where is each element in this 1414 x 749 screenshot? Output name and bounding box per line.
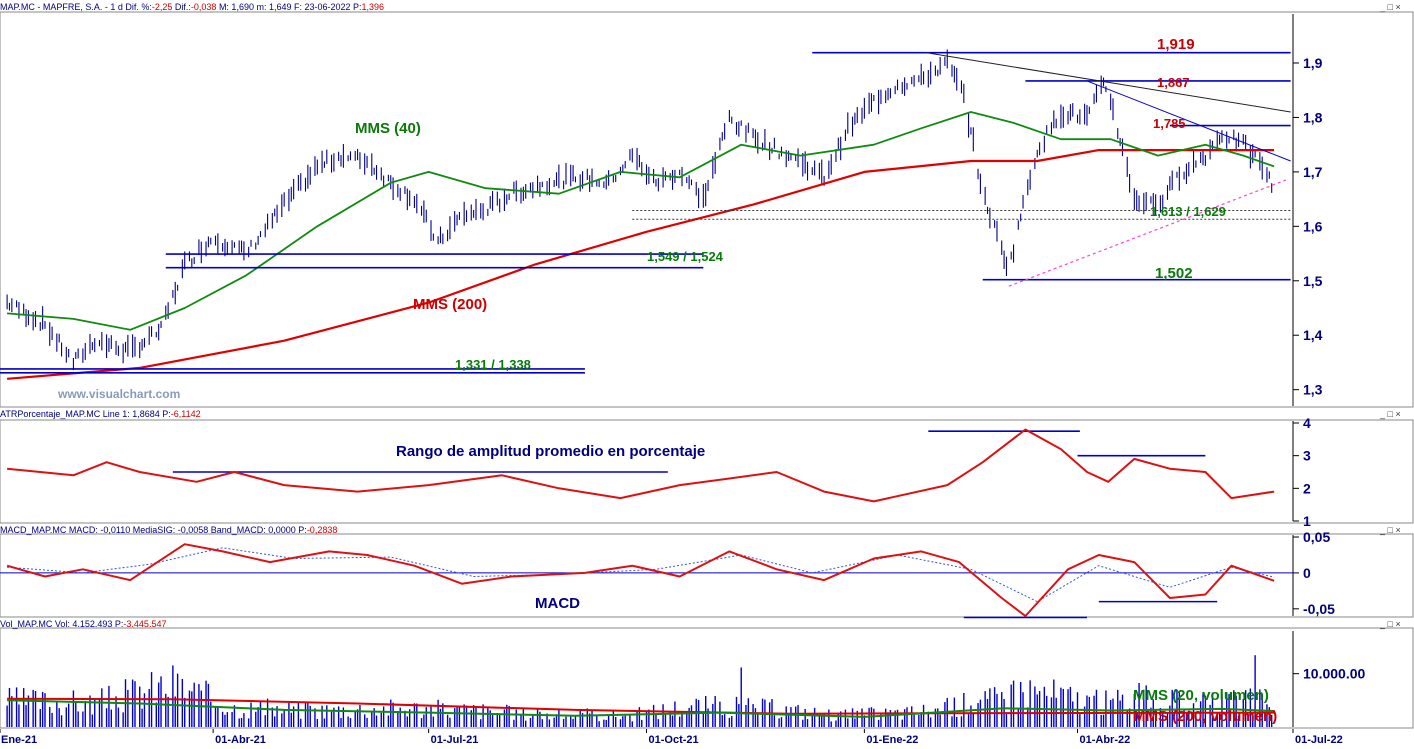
- macd-signal-line: [7, 547, 1275, 603]
- vol-mms20-line: [7, 699, 1275, 718]
- price-header-p: 1,396: [361, 2, 385, 12]
- x-tick-label: 01-Ene-22: [866, 734, 918, 744]
- macd-window-buttons[interactable]: _ □ ×: [1380, 525, 1401, 535]
- mms40-line: [7, 111, 1275, 331]
- label-1785: 1,785: [1153, 116, 1186, 131]
- x-tick-label: 01-Jul-21: [431, 734, 479, 744]
- x-tick-label: Ene-21: [1, 734, 37, 744]
- vol-mms200-line: [7, 697, 1275, 715]
- label-1867: 1,867: [1157, 75, 1190, 90]
- label-1613-1629: 1,613 / 1,629: [1150, 204, 1226, 219]
- label-1331-1338: 1,331 / 1,338: [455, 357, 531, 372]
- vol-window-buttons[interactable]: _ □ ×: [1380, 619, 1401, 629]
- price-y-tick-label: 1,7: [1303, 164, 1323, 180]
- x-tick-label: 01-Oct-21: [649, 734, 699, 744]
- vol-mms200-label: MMS (200, volumen): [1133, 708, 1277, 725]
- price-panel-header: MAP.MC - MAPFRE, S.A. - 1 d Dif. %:-2,25…: [0, 2, 384, 12]
- price-header-rest: M: 1,690 m: 1,649 F: 23-06-2022 P:: [216, 2, 362, 12]
- trendline-short: [1086, 80, 1291, 162]
- atr-y-tick-label: 3: [1303, 448, 1311, 464]
- macd-panel-header: MACD_MAP.MC MACD: -0,0110 MediaSIG: -0,0…: [0, 525, 337, 535]
- atr-line: [7, 428, 1275, 503]
- macd-y-tick-label: 0,05: [1303, 529, 1330, 545]
- vol-y-tick-label: 10.000.00: [1303, 666, 1365, 682]
- price-header-difpct: -2,25: [151, 2, 173, 12]
- atr-header-prefix: ATRPorcentaje_MAP.MC Line 1: 1,8684 P:: [0, 409, 171, 419]
- price-y-tick-label: 1,9: [1303, 55, 1323, 71]
- macd-line: [6, 543, 1275, 617]
- watermark: www.visualchart.com: [57, 387, 180, 401]
- label-1919: 1,919: [1157, 36, 1195, 53]
- panel-frame: [0, 11, 1414, 408]
- panel-frame: [0, 533, 1414, 618]
- trendline-support: [1008, 179, 1287, 287]
- price-y-tick-label: 1,5: [1303, 273, 1323, 289]
- atr-header-p: -6,1142: [170, 409, 201, 419]
- x-tick-label: 01-Jul-22: [1295, 734, 1343, 744]
- label-1549-1524: 1,549 / 1,524: [647, 249, 724, 264]
- vol-header-prefix: Vol_MAP.MC Vol: 4.152.493 P:: [0, 619, 124, 629]
- price-y-tick-label: 1,3: [1303, 382, 1323, 398]
- atr-y-tick-label: 2: [1303, 480, 1311, 496]
- macd-title: MACD: [535, 595, 580, 612]
- macd-header-p: -0,2838: [306, 525, 338, 535]
- price-y-tick-label: 1,6: [1303, 218, 1323, 234]
- mms200-line: [7, 149, 1275, 380]
- price-y-tick-label: 1,8: [1303, 109, 1323, 125]
- panel-frame: [0, 627, 1414, 729]
- price-header-dif: -0,038: [190, 2, 217, 12]
- x-tick-label: 01-Abr-21: [215, 734, 266, 744]
- atr-window-buttons[interactable]: _ □ ×: [1380, 409, 1401, 419]
- mms40-label: MMS (40): [355, 120, 421, 137]
- price-window-buttons[interactable]: _ □ ×: [1380, 2, 1401, 12]
- price-y-tick-label: 1,4: [1303, 327, 1323, 343]
- atr-y-tick-label: 4: [1303, 415, 1311, 431]
- trendline-long: [925, 52, 1291, 113]
- x-tick-label: 01-Abr-22: [1080, 734, 1131, 744]
- mms200-label: MMS (200): [413, 296, 487, 313]
- price-header-prefix: MAP.MC - MAPFRE, S.A. - 1 d Dif. %:: [0, 2, 152, 12]
- macd-y-tick-label: 0: [1303, 565, 1311, 581]
- atr-panel-header: ATRPorcentaje_MAP.MC Line 1: 1,8684 P:-6…: [0, 409, 201, 419]
- vol-panel-header: Vol_MAP.MC Vol: 4.152.493 P:-3.445.547: [0, 619, 166, 629]
- macd-header-prefix: MACD_MAP.MC MACD: -0,0110 MediaSIG: -0,0…: [0, 525, 307, 535]
- price-header-dif-label: Dif.:: [172, 2, 191, 12]
- vol-mms20-label: MMS (20, volumen): [1133, 687, 1269, 704]
- atr-y-tick-label: 1: [1303, 513, 1311, 529]
- macd-y-tick-label: -0,05: [1303, 601, 1335, 617]
- vol-header-p: -3.445.547: [123, 619, 167, 629]
- label-1502: 1,502: [1155, 265, 1193, 282]
- panel-frame: [0, 419, 1414, 524]
- atr-title: Rango de amplitud promedio en porcentaje: [396, 443, 705, 460]
